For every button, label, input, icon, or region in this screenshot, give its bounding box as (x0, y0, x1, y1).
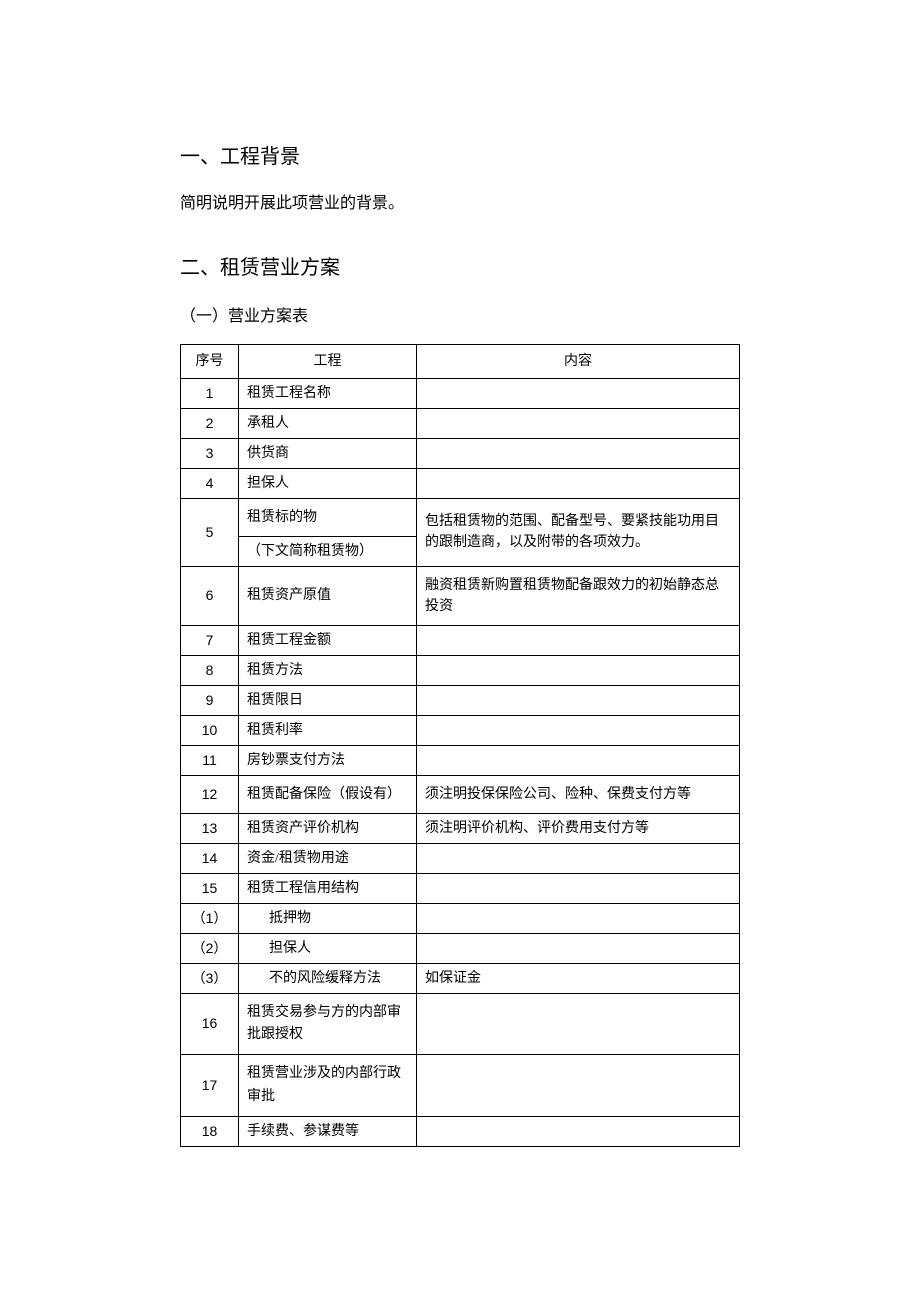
cell-item: 资金/租赁物用途 (239, 843, 417, 873)
section2-heading: 二、租赁营业方案 (180, 251, 740, 280)
cell-item: 租赁工程金额 (239, 625, 417, 655)
cell-seq: 16 (181, 993, 239, 1055)
cell-content: 融资租赁新购置租赁物配备跟效力的初始静态总投资 (417, 566, 740, 625)
plan-table: 序号 工程 内容 1 租赁工程名称 2 承租人 3 供货商 4 (180, 344, 740, 1148)
cell-seq: 11 (181, 745, 239, 775)
cell-item: 供货商 (239, 438, 417, 468)
cell-content: 须注明评价机构、评价费用支付方等 (417, 813, 740, 843)
cell-content (417, 843, 740, 873)
cell-item: 承租人 (239, 408, 417, 438)
col-header-content: 内容 (417, 344, 740, 378)
col-header-item: 工程 (239, 344, 417, 378)
cell-seq: 14 (181, 843, 239, 873)
cell-seq: 8 (181, 655, 239, 685)
cell-content (417, 873, 740, 903)
cell-item: 手续费、参谋费等 (239, 1117, 417, 1147)
cell-seq: 4 (181, 468, 239, 498)
cell-content: 须注明投保保险公司、险种、保费支付方等 (417, 775, 740, 813)
table-row: 16 租赁交易参与方的内部审批跟授权 (181, 993, 740, 1055)
cell-content (417, 625, 740, 655)
table-row: 1 租赁工程名称 (181, 378, 740, 408)
cell-seq: 13 (181, 813, 239, 843)
table-row: 2 承租人 (181, 408, 740, 438)
cell-seq: 6 (181, 566, 239, 625)
col-header-seq: 序号 (181, 344, 239, 378)
cell-item: 租赁营业涉及的内部行政审批 (239, 1055, 417, 1117)
cell-item: 租赁方法 (239, 655, 417, 685)
cell-item: 担保人 (239, 468, 417, 498)
table-row: 8 租赁方法 (181, 655, 740, 685)
cell-seq: （2） (181, 933, 239, 963)
cell-item: 担保人 (239, 933, 417, 963)
table-row: （2） 担保人 (181, 933, 740, 963)
cell-item: 租赁交易参与方的内部审批跟授权 (239, 993, 417, 1055)
cell-content (417, 993, 740, 1055)
table-row: 10 租赁利率 (181, 715, 740, 745)
cell-item: 租赁工程信用结构 (239, 873, 417, 903)
table-row: 17 租赁营业涉及的内部行政审批 (181, 1055, 740, 1117)
cell-seq: 12 (181, 775, 239, 813)
table-row: （1） 抵押物 (181, 903, 740, 933)
table-row: 18 手续费、参谋费等 (181, 1117, 740, 1147)
cell-seq: （3） (181, 963, 239, 993)
cell-seq: 18 (181, 1117, 239, 1147)
table-row: 5 租赁标的物 包括租赁物的范围、配备型号、要紧技能功用目的跟制造商，以及附带的… (181, 498, 740, 536)
cell-content (417, 438, 740, 468)
cell-content (417, 378, 740, 408)
table-row: 6 租赁资产原值 融资租赁新购置租赁物配备跟效力的初始静态总投资 (181, 566, 740, 625)
cell-content (417, 408, 740, 438)
section1-heading: 一、工程背景 (180, 140, 740, 169)
cell-item: 不的风险缓释方法 (239, 963, 417, 993)
cell-content (417, 468, 740, 498)
cell-content (417, 933, 740, 963)
cell-item: 租赁配备保险（假设有） (239, 775, 417, 813)
cell-content (417, 903, 740, 933)
cell-seq: 7 (181, 625, 239, 655)
cell-item: 抵押物 (239, 903, 417, 933)
table-row: 12 租赁配备保险（假设有） 须注明投保保险公司、险种、保费支付方等 (181, 775, 740, 813)
cell-seq: 2 (181, 408, 239, 438)
cell-seq: 5 (181, 498, 239, 566)
cell-seq: （1） (181, 903, 239, 933)
table-header-row: 序号 工程 内容 (181, 344, 740, 378)
cell-item: 房钞票支付方法 (239, 745, 417, 775)
cell-item: 租赁利率 (239, 715, 417, 745)
table-row: 14 资金/租赁物用途 (181, 843, 740, 873)
cell-content (417, 715, 740, 745)
cell-content (417, 1055, 740, 1117)
cell-item: 租赁工程名称 (239, 378, 417, 408)
section1-body: 简明说明开展此项营业的背景。 (180, 191, 740, 217)
cell-item: 租赁资产原值 (239, 566, 417, 625)
cell-seq: 9 (181, 685, 239, 715)
table-row: 11 房钞票支付方法 (181, 745, 740, 775)
table-row: 3 供货商 (181, 438, 740, 468)
table-row: （3） 不的风险缓释方法 如保证金 (181, 963, 740, 993)
table-row: 9 租赁限日 (181, 685, 740, 715)
cell-content (417, 685, 740, 715)
table-row: 13 租赁资产评价机构 须注明评价机构、评价费用支付方等 (181, 813, 740, 843)
cell-content: 包括租赁物的范围、配备型号、要紧技能功用目的跟制造商，以及附带的各项效力。 (417, 498, 740, 566)
cell-seq: 17 (181, 1055, 239, 1117)
cell-item: 租赁资产评价机构 (239, 813, 417, 843)
cell-seq: 15 (181, 873, 239, 903)
table-row: 4 担保人 (181, 468, 740, 498)
cell-item: （下文简称租赁物） (239, 536, 417, 566)
cell-seq: 3 (181, 438, 239, 468)
cell-content (417, 1117, 740, 1147)
cell-item: 租赁标的物 (239, 498, 417, 536)
cell-content (417, 655, 740, 685)
section2-subheading: （一）营业方案表 (180, 302, 740, 326)
document-page: 一、工程背景 简明说明开展此项营业的背景。 二、租赁营业方案 （一）营业方案表 … (0, 0, 920, 1247)
table-row: 15 租赁工程信用结构 (181, 873, 740, 903)
cell-seq: 10 (181, 715, 239, 745)
cell-content (417, 745, 740, 775)
table-row: 7 租赁工程金额 (181, 625, 740, 655)
cell-seq: 1 (181, 378, 239, 408)
cell-item: 租赁限日 (239, 685, 417, 715)
cell-content: 如保证金 (417, 963, 740, 993)
